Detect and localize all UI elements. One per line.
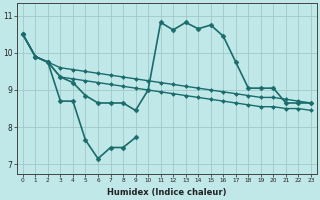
X-axis label: Humidex (Indice chaleur): Humidex (Indice chaleur) <box>107 188 227 197</box>
